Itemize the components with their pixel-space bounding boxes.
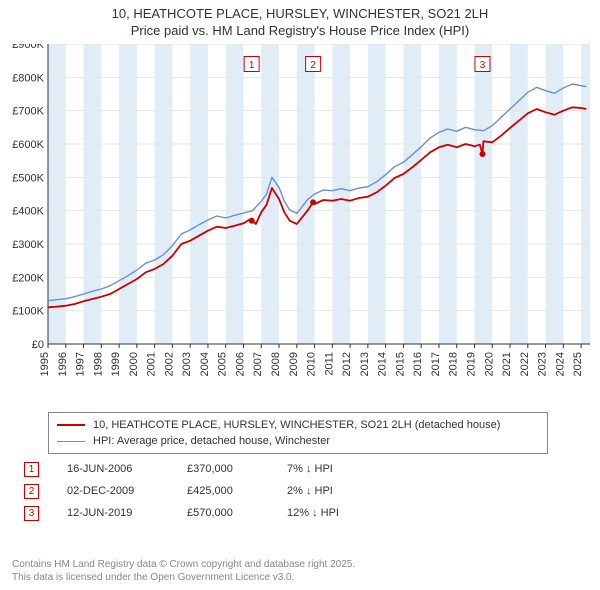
svg-text:2007: 2007 <box>252 352 264 376</box>
sales-table: 1 16-JUN-2006 £370,000 7% ↓ HPI 2 02-DEC… <box>24 458 407 524</box>
svg-text:£900K: £900K <box>12 44 44 51</box>
svg-text:£200K: £200K <box>12 272 44 284</box>
svg-text:2011: 2011 <box>323 352 335 376</box>
svg-text:1998: 1998 <box>92 352 104 376</box>
svg-text:1997: 1997 <box>75 352 87 376</box>
svg-text:2023: 2023 <box>537 352 549 376</box>
chart-legend: 10, HEATHCOTE PLACE, HURSLEY, WINCHESTER… <box>48 412 548 454</box>
sale-hpi: 2% ↓ HPI <box>287 485 407 497</box>
legend-label: HPI: Average price, detached house, Winc… <box>93 435 330 447</box>
svg-text:2016: 2016 <box>412 352 424 376</box>
svg-text:2013: 2013 <box>359 352 371 376</box>
sale-marker-icon: 1 <box>24 462 39 477</box>
svg-text:2010: 2010 <box>306 352 318 376</box>
sale-marker-icon: 2 <box>24 484 39 499</box>
title-line-2: Price paid vs. HM Land Registry's House … <box>0 23 600 40</box>
svg-text:1: 1 <box>249 60 255 71</box>
svg-text:2009: 2009 <box>288 352 300 376</box>
legend-swatch <box>57 441 85 442</box>
svg-text:£400K: £400K <box>12 206 44 218</box>
sale-price: £370,000 <box>187 463 287 475</box>
title-line-1: 10, HEATHCOTE PLACE, HURSLEY, WINCHESTER… <box>0 6 600 23</box>
svg-text:£0: £0 <box>32 339 44 351</box>
svg-text:2000: 2000 <box>128 352 140 376</box>
sale-date: 12-JUN-2019 <box>67 507 187 519</box>
svg-text:2012: 2012 <box>341 352 353 376</box>
sale-price: £425,000 <box>187 485 287 497</box>
svg-text:2021: 2021 <box>501 352 513 376</box>
svg-text:2022: 2022 <box>519 352 531 376</box>
table-row: 1 16-JUN-2006 £370,000 7% ↓ HPI <box>24 458 407 480</box>
svg-text:2008: 2008 <box>270 352 282 376</box>
sale-hpi: 12% ↓ HPI <box>287 507 407 519</box>
sale-date: 16-JUN-2006 <box>67 463 187 475</box>
svg-text:2004: 2004 <box>199 352 211 376</box>
line-chart: £0 £100K £200K £300K £400K £500K £600K £700K £80… <box>10 44 590 404</box>
svg-text:2025: 2025 <box>572 352 584 376</box>
svg-text:3: 3 <box>480 60 486 71</box>
svg-text:£300K: £300K <box>12 239 44 251</box>
svg-text:2020: 2020 <box>483 352 495 376</box>
sale-date: 02-DEC-2009 <box>67 485 187 497</box>
svg-text:2017: 2017 <box>430 352 442 376</box>
svg-text:£800K: £800K <box>12 72 44 84</box>
table-row: 3 12-JUN-2019 £570,000 12% ↓ HPI <box>24 502 407 524</box>
svg-text:£600K: £600K <box>12 139 44 151</box>
svg-text:2: 2 <box>310 60 316 71</box>
sale-hpi: 7% ↓ HPI <box>287 463 407 475</box>
svg-text:2005: 2005 <box>217 352 229 376</box>
svg-text:1999: 1999 <box>110 352 122 376</box>
svg-text:2003: 2003 <box>181 352 193 376</box>
svg-text:2006: 2006 <box>234 352 246 376</box>
footer-attribution: Contains HM Land Registry data © Crown c… <box>12 558 355 584</box>
footer-line-2: This data is licensed under the Open Gov… <box>12 571 355 584</box>
svg-text:2024: 2024 <box>554 352 566 376</box>
svg-text:1996: 1996 <box>57 352 69 376</box>
sale-marker-icon: 3 <box>24 506 39 521</box>
svg-text:2019: 2019 <box>465 352 477 376</box>
footer-line-1: Contains HM Land Registry data © Crown c… <box>12 558 355 571</box>
svg-text:£100K: £100K <box>12 306 44 318</box>
svg-text:2015: 2015 <box>394 352 406 376</box>
table-row: 2 02-DEC-2009 £425,000 2% ↓ HPI <box>24 480 407 502</box>
sale-price: £570,000 <box>187 507 287 519</box>
legend-label: 10, HEATHCOTE PLACE, HURSLEY, WINCHESTER… <box>93 419 500 431</box>
svg-text:£500K: £500K <box>12 172 44 184</box>
chart-title: 10, HEATHCOTE PLACE, HURSLEY, WINCHESTER… <box>0 0 600 40</box>
legend-item: 10, HEATHCOTE PLACE, HURSLEY, WINCHESTER… <box>57 417 539 433</box>
svg-text:2001: 2001 <box>146 352 158 376</box>
legend-item: HPI: Average price, detached house, Winc… <box>57 433 539 449</box>
legend-swatch <box>57 424 85 426</box>
svg-text:1995: 1995 <box>39 352 51 376</box>
svg-text:2002: 2002 <box>163 352 175 376</box>
svg-text:2014: 2014 <box>377 352 389 376</box>
svg-text:£700K: £700K <box>12 106 44 118</box>
svg-text:2018: 2018 <box>448 352 460 376</box>
